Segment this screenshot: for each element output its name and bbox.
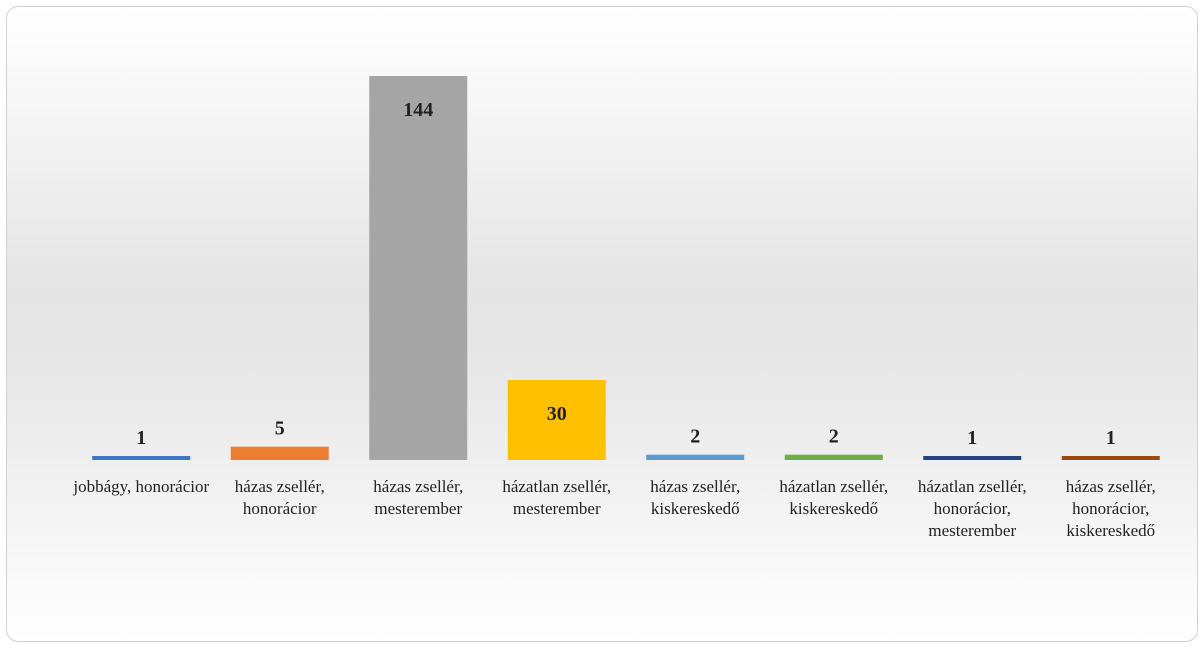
x-tick-label: házas zsellér, honorácior	[234, 477, 325, 518]
x-tick-label: házatlan zsellér, mesterember	[502, 477, 612, 518]
data-label: 1	[136, 427, 146, 449]
bar	[230, 446, 329, 460]
data-label: 144	[403, 99, 433, 121]
data-label: 1	[1106, 427, 1116, 449]
bar	[507, 380, 606, 460]
x-tick-label: házas zsellér, kiskereskedő	[650, 477, 741, 518]
data-label: 1	[967, 427, 977, 449]
data-label: 30	[547, 403, 567, 425]
x-tick-label: házatlan zsellér, kiskereskedő	[779, 477, 889, 518]
chart-area	[6, 6, 1198, 642]
x-tick-label: házas zsellér, mesterember	[373, 477, 464, 518]
x-tick-label: jobbágy, honorácior	[73, 477, 210, 496]
bar	[1061, 456, 1160, 460]
bar	[784, 454, 883, 460]
x-tick-label: házas zsellér, honorácior, kiskereskedő	[1065, 477, 1156, 540]
bar	[923, 456, 1022, 460]
bar	[92, 456, 191, 460]
data-label: 2	[690, 426, 700, 448]
data-label: 5	[275, 418, 285, 440]
data-label: 2	[829, 426, 839, 448]
x-tick-label: házatlan zsellér, honorácior, mesterembe…	[917, 477, 1027, 540]
bar	[369, 76, 468, 460]
bar	[646, 454, 745, 460]
